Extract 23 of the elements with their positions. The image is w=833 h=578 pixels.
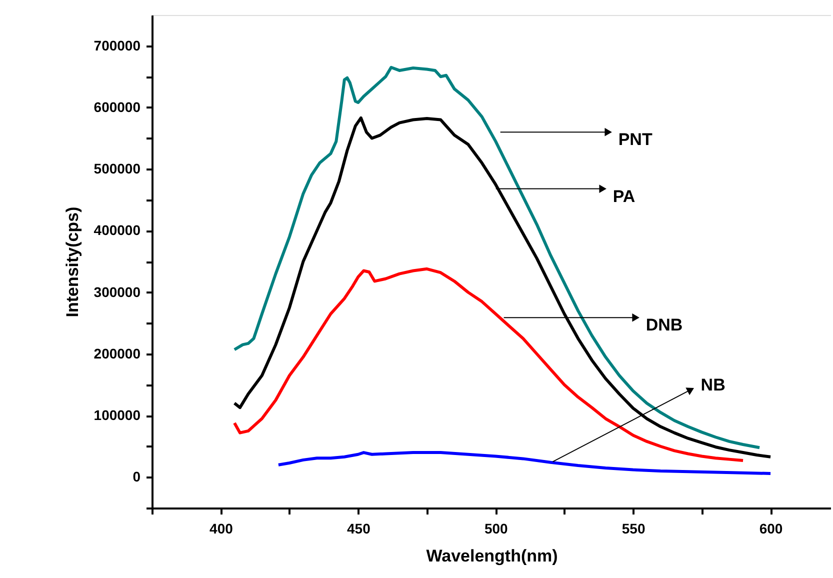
y-tick-label: 200000 bbox=[94, 345, 141, 362]
annotation: PA bbox=[612, 186, 636, 206]
y-tick-label: 400000 bbox=[94, 222, 141, 238]
line-series bbox=[232, 267, 745, 462]
x-tick-label: 450 bbox=[346, 520, 371, 536]
line-series bbox=[232, 116, 772, 458]
y-tick-label: 500000 bbox=[94, 160, 141, 177]
annotation: DNB bbox=[646, 316, 683, 335]
x-tick-label: 550 bbox=[622, 520, 646, 536]
x-tick-label: 400 bbox=[210, 520, 234, 536]
annotation: NB bbox=[700, 376, 726, 395]
line-series bbox=[276, 451, 772, 475]
x-axis-title: Wavelength(nm) bbox=[426, 546, 558, 566]
y-tick-label: 600000 bbox=[94, 98, 141, 115]
line-series bbox=[232, 66, 762, 450]
y-tick-label: 300000 bbox=[94, 284, 141, 300]
y-tick-label: 0 bbox=[132, 468, 141, 485]
annotation: PNT bbox=[618, 130, 653, 150]
y-tick-label: 700000 bbox=[94, 37, 141, 54]
y-axis-title: Intensity(cps) bbox=[62, 206, 82, 318]
y-tick-label: 100000 bbox=[94, 407, 141, 424]
x-tick-label: 600 bbox=[759, 520, 783, 536]
x-tick-label: 500 bbox=[484, 520, 508, 536]
